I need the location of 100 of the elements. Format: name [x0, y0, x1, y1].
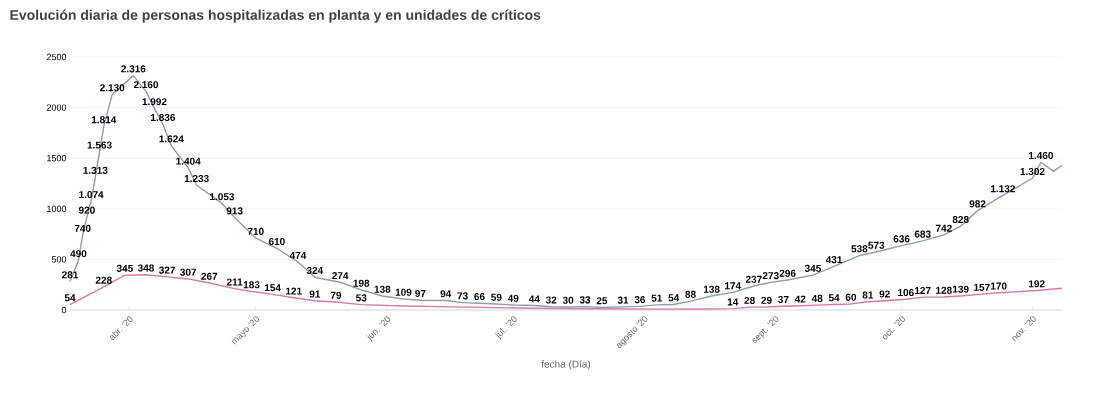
- data-label: 121: [286, 287, 302, 295]
- data-label: 982: [969, 200, 986, 208]
- data-label: 88: [685, 290, 696, 298]
- data-label: 138: [703, 285, 720, 293]
- data-label: 53: [356, 294, 367, 302]
- data-label: 1.836: [150, 113, 176, 121]
- data-label: 348: [137, 264, 155, 272]
- data-label: 710: [247, 227, 264, 235]
- data-label: 60: [845, 293, 857, 301]
- data-label: 828: [952, 215, 969, 223]
- data-label: 174: [725, 282, 742, 290]
- data-label: 1.404: [176, 157, 201, 165]
- data-label: 1.132: [991, 185, 1016, 193]
- data-label: 30: [562, 296, 574, 304]
- data-label: 14: [727, 298, 739, 306]
- data-label: 228: [95, 276, 112, 284]
- y-tick-label: 2000: [46, 104, 67, 111]
- data-label: 267: [201, 272, 218, 280]
- data-label: 66: [474, 293, 485, 301]
- data-label: 1.233: [184, 174, 209, 183]
- data-label: 1.624: [159, 135, 184, 143]
- data-label: 48: [811, 294, 823, 302]
- data-label: 94: [440, 290, 452, 298]
- data-label: 31: [617, 296, 629, 304]
- data-label: 237: [745, 275, 762, 283]
- data-label: 296: [779, 269, 796, 277]
- data-label: 913: [226, 207, 243, 215]
- data-label: 183: [243, 281, 260, 289]
- x-tick-label: oct. '20: [882, 316, 905, 340]
- x-tick-label: jun. '20: [366, 316, 391, 342]
- data-label: 79: [330, 291, 342, 299]
- data-label: 1.053: [210, 193, 235, 201]
- data-label: 431: [825, 256, 843, 264]
- data-label: 1.563: [87, 141, 112, 149]
- data-label: 44: [528, 295, 540, 303]
- data-label: 1.302: [1020, 167, 1045, 176]
- data-label: 490: [70, 250, 87, 258]
- x-tick-label: abr. '20: [110, 316, 133, 341]
- data-label: 211: [226, 278, 243, 286]
- data-label: 683: [914, 230, 931, 238]
- data-label: 97: [415, 289, 426, 297]
- data-label: 1.814: [91, 116, 117, 124]
- data-label: 345: [804, 264, 822, 272]
- data-label: 1.460: [1029, 151, 1054, 160]
- data-label: 474: [289, 251, 307, 259]
- data-label: 81: [862, 291, 874, 299]
- data-label: 573: [868, 241, 885, 249]
- data-label: 920: [78, 206, 95, 214]
- data-label: 36: [634, 296, 646, 304]
- data-label: 28: [744, 296, 755, 304]
- data-label: 54: [668, 294, 680, 302]
- y-tick-label: 1500: [47, 155, 67, 162]
- data-label: 54: [828, 294, 840, 302]
- data-label: 324: [306, 266, 324, 275]
- data-label: 198: [353, 279, 370, 287]
- data-label: 49: [507, 294, 519, 302]
- data-label: 51: [651, 294, 663, 302]
- data-label: 740: [74, 224, 91, 232]
- data-label: 538: [851, 245, 868, 253]
- data-label: 157: [974, 283, 990, 291]
- data-label: 1.313: [83, 166, 108, 174]
- data-label: 2.316: [121, 65, 146, 73]
- data-label: 32: [545, 296, 557, 304]
- data-label: 636: [893, 235, 910, 243]
- data-label: 610: [268, 237, 285, 246]
- data-label: 307: [180, 268, 197, 276]
- data-label: 91: [309, 290, 321, 298]
- data-label: 281: [62, 271, 79, 279]
- data-label: 138: [374, 285, 391, 293]
- data-label: 109: [395, 288, 412, 296]
- data-label: 42: [794, 295, 806, 303]
- data-label: 106: [898, 289, 914, 297]
- data-label: 1.992: [142, 98, 167, 106]
- data-label: 37: [778, 295, 789, 304]
- data-label: 33: [579, 296, 591, 304]
- data-label: 2.130: [100, 84, 125, 92]
- data-label: 29: [761, 296, 772, 304]
- data-label: 25: [596, 297, 608, 305]
- y-tick-label: 1000: [47, 205, 67, 212]
- data-label: 273: [762, 272, 779, 280]
- data-label: 345: [116, 264, 133, 272]
- chart-title: Evolución diaria de personas hospitalizadas en planta y en unidades de críticos: [10, 9, 541, 23]
- data-label: 59: [491, 293, 502, 301]
- data-label: 73: [457, 292, 468, 300]
- x-tick-label: nov. '20: [1011, 316, 1036, 342]
- data-label: 170: [990, 282, 1007, 290]
- data-label: 742: [935, 224, 952, 232]
- data-label: 274: [332, 272, 349, 280]
- data-label: 139: [952, 285, 969, 293]
- y-tick-label: 500: [51, 256, 67, 263]
- y-tick-label: 0: [61, 306, 67, 314]
- x-tick-label: jul. '20: [494, 316, 517, 340]
- data-label: 128: [936, 286, 952, 294]
- x-tick-label: sept. '20: [752, 316, 779, 344]
- data-label: 1.074: [79, 191, 104, 199]
- data-label: 154: [264, 284, 281, 292]
- x-axis-title: fecha (Día): [541, 360, 591, 370]
- y-tick-label: 2500: [46, 53, 67, 61]
- data-label: 92: [879, 290, 890, 298]
- data-label: 54: [64, 294, 76, 302]
